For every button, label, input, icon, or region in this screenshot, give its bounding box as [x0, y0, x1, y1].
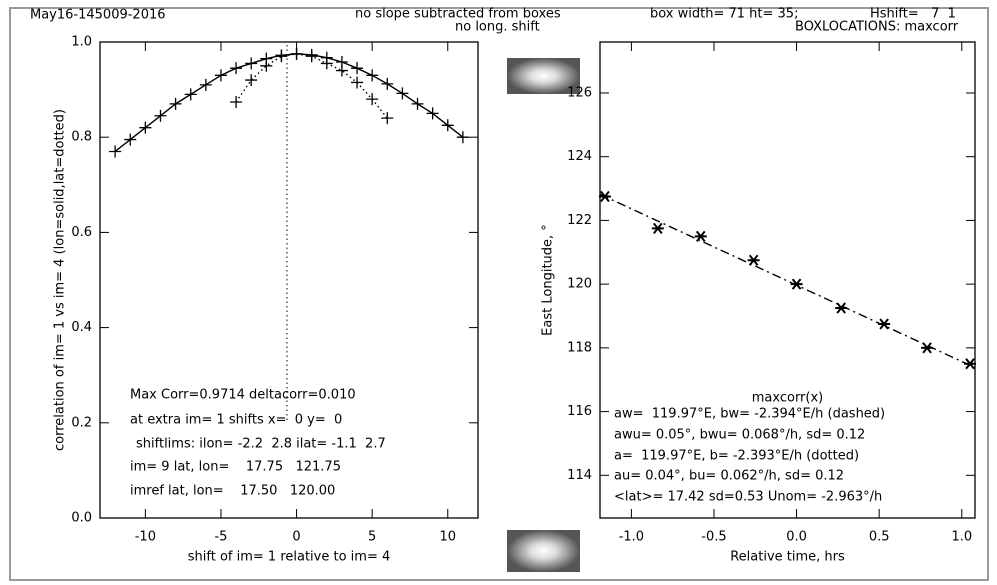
y-tick-label: 120 — [567, 277, 592, 292]
x-tick-label: 5 — [368, 530, 376, 545]
x-tick-label: -0.5 — [701, 530, 726, 545]
data-point — [396, 87, 409, 100]
x-tick-label: 0.5 — [869, 530, 890, 545]
y-axis-title: correlation of im= 1 vs im= 4 (lon=solid… — [53, 109, 68, 451]
annotation: Max Corr=0.9714 deltacorr=0.010 — [130, 388, 356, 403]
data-point — [199, 78, 212, 91]
data-point — [426, 107, 439, 120]
data-point — [411, 97, 424, 110]
data-point — [245, 57, 258, 70]
data-point — [230, 95, 243, 108]
data-point — [260, 59, 273, 72]
data-point — [747, 254, 760, 266]
data-point — [305, 50, 318, 63]
x-tick-label: -10 — [135, 530, 156, 545]
header-id: May16-145009-2016 — [30, 8, 166, 23]
data-point — [320, 57, 333, 70]
header-slope: no slope subtracted from boxes — [355, 7, 561, 22]
x-tick-label: 0.0 — [786, 530, 807, 545]
data-point — [381, 77, 394, 90]
y-tick-label: 0.8 — [71, 130, 92, 145]
header-shift: no long. shift — [455, 20, 540, 35]
x-tick-label: 1.0 — [951, 530, 972, 545]
header-box: box width= 71 ht= 35; — [650, 7, 798, 22]
y-tick-label: 0.6 — [71, 225, 92, 240]
x-tick-label: -1.0 — [619, 530, 644, 545]
header-boxloc: BOXLOCATIONS: maxcorr — [795, 20, 959, 35]
data-point — [124, 133, 137, 146]
data-point — [351, 76, 364, 89]
annotation: <lat>= 17.42 sd=0.53 Unom= -2.963°/h — [614, 490, 882, 505]
y-tick-label: 1.0 — [71, 35, 92, 50]
data-point — [366, 93, 379, 106]
data-point — [456, 131, 469, 144]
data-point — [245, 74, 258, 87]
data-point — [651, 222, 664, 235]
plot-frame — [599, 41, 976, 519]
data-point — [694, 230, 707, 242]
data-point — [230, 62, 243, 75]
subtitle: maxcorr(x) — [752, 391, 824, 406]
series-line — [600, 193, 975, 369]
data-point — [381, 112, 394, 125]
x-tick-label: 10 — [439, 530, 456, 545]
plot-frame — [99, 41, 479, 519]
data-point — [139, 121, 152, 134]
annotation: aw= 119.97°E, bw= -2.394°E/h (dashed) — [614, 407, 885, 422]
thumbnail — [507, 530, 580, 572]
x-axis-title: Relative time, hrs — [730, 550, 845, 565]
data-point — [275, 50, 288, 63]
x-tick-label: -5 — [214, 530, 227, 545]
annotation: shiftlims: ilon= -2.2 2.8 ilat= -1.1 2.7 — [136, 437, 386, 452]
thumbnail — [507, 58, 580, 94]
header-hshift: Hshift= 7 1 — [870, 7, 956, 22]
y-tick-label: 0.4 — [71, 320, 92, 335]
annotation: awu= 0.05°, bwu= 0.068°/h, sd= 0.12 — [614, 428, 865, 443]
x-axis-title: shift of im= 1 relative to im= 4 — [188, 550, 391, 565]
y-tick-label: 122 — [567, 213, 592, 228]
data-point — [351, 62, 364, 75]
data-point — [790, 278, 803, 290]
data-point — [109, 145, 122, 158]
y-tick-label: 116 — [567, 404, 592, 419]
data-point — [169, 97, 182, 110]
data-point — [441, 119, 454, 132]
data-point — [184, 88, 197, 101]
y-tick-label: 0.0 — [71, 511, 92, 526]
y-axis-title: East Longitude, ° — [541, 224, 556, 336]
y-tick-label: 0.2 — [71, 415, 92, 430]
y-tick-label: 114 — [567, 468, 592, 483]
annotation: at extra im= 1 shifts x= 0 y= 0 — [130, 413, 342, 428]
data-point — [154, 109, 167, 122]
data-point — [335, 64, 348, 77]
y-tick-label: 126 — [567, 85, 592, 100]
series-line — [235, 53, 388, 119]
annotation: imref lat, lon= 17.50 120.00 — [130, 484, 335, 499]
y-tick-label: 124 — [567, 149, 592, 164]
data-point — [214, 69, 227, 82]
frame — [9, 7, 989, 581]
annotation: a= 119.97°E, b= -2.393°E/h (dotted) — [614, 449, 859, 464]
annotation: im= 9 lat, lon= 17.75 121.75 — [130, 460, 341, 475]
annotation: au= 0.04°, bu= 0.062°/h, sd= 0.12 — [614, 469, 844, 484]
y-tick-label: 118 — [567, 340, 592, 355]
data-point — [366, 69, 379, 82]
x-tick-label: 0 — [292, 530, 300, 545]
series-line — [114, 53, 464, 153]
data-point — [290, 47, 303, 60]
